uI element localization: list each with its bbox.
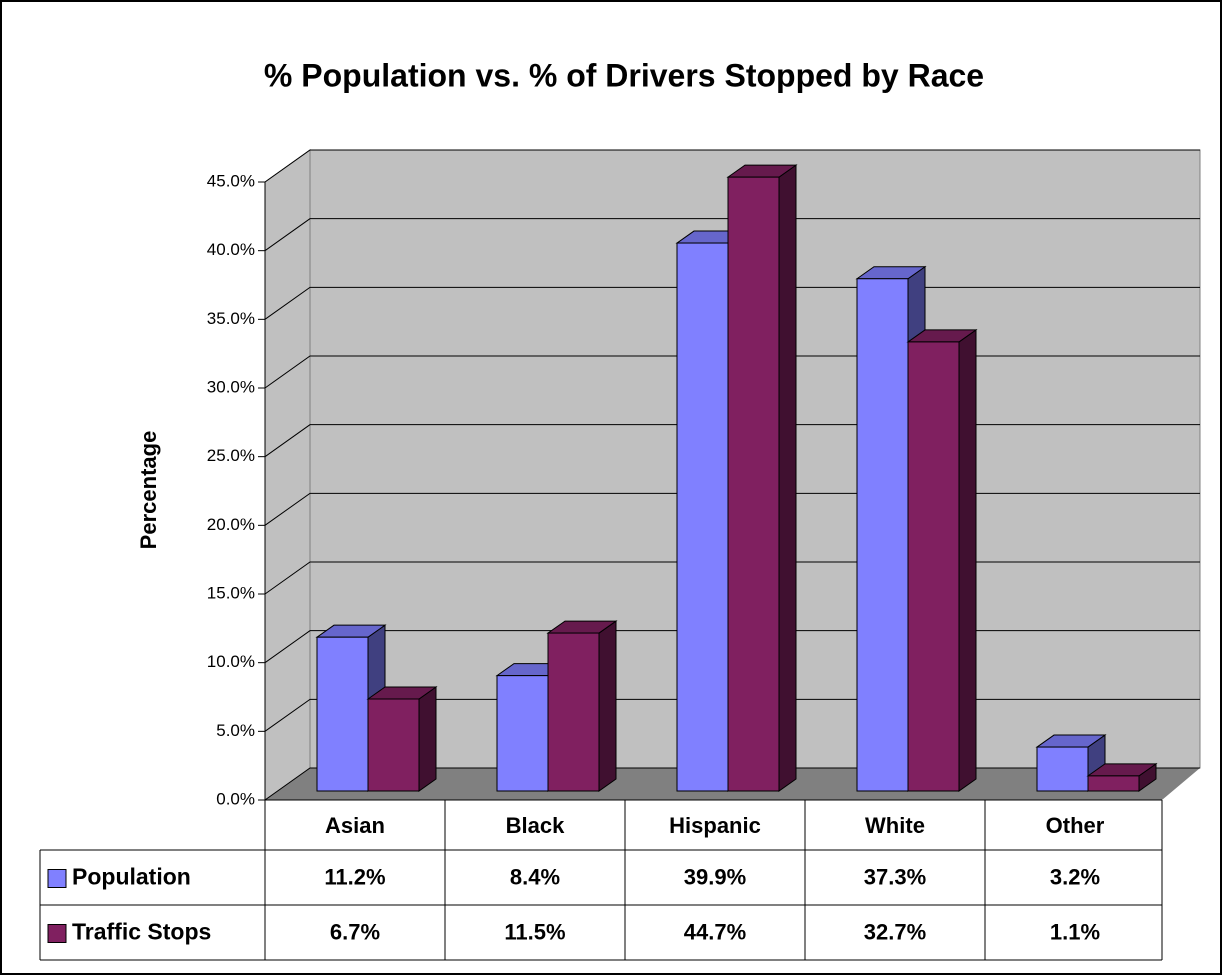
bar-side <box>598 620 617 792</box>
bar <box>547 632 600 792</box>
y-tick-label: 25.0% <box>207 446 255 465</box>
data-label: 3.2% <box>1050 864 1100 889</box>
y-tick-label: 30.0% <box>207 377 255 396</box>
data-label: 39.9% <box>684 864 746 889</box>
chart-title: % Population vs. % of Drivers Stopped by… <box>264 57 984 93</box>
bar <box>496 675 549 792</box>
bar-side <box>778 164 797 792</box>
y-tick-label: 10.0% <box>207 652 255 671</box>
data-label: 8.4% <box>510 864 560 889</box>
side-wall <box>264 149 311 801</box>
y-tick-label: 15.0% <box>207 583 255 602</box>
data-label: 1.1% <box>1050 919 1100 944</box>
data-label: 44.7% <box>684 919 746 944</box>
x-tick-label: White <box>865 813 925 838</box>
bar <box>727 176 780 792</box>
legend-swatch <box>47 869 67 888</box>
bar <box>676 242 729 792</box>
x-tick-label: Hispanic <box>669 813 761 838</box>
x-tick-label: Black <box>506 813 565 838</box>
bar <box>907 341 960 792</box>
data-label: 37.3% <box>864 864 926 889</box>
bar-side <box>418 686 437 792</box>
bar <box>856 278 909 792</box>
grid-line <box>264 218 1200 252</box>
y-tick-label: 45.0% <box>207 171 255 190</box>
bar <box>316 636 369 792</box>
y-tick-label: 0.0% <box>216 789 255 808</box>
data-label: 32.7% <box>864 919 926 944</box>
y-tick-label: 40.0% <box>207 240 255 259</box>
data-label: 11.5% <box>504 919 565 944</box>
y-tick-label: 35.0% <box>207 309 255 328</box>
legend-label: Population <box>72 864 191 890</box>
y-axis-label: Percentage <box>136 431 161 550</box>
x-tick-label: Other <box>1046 813 1105 838</box>
data-label: 11.2% <box>324 864 385 889</box>
y-tick-label: 5.0% <box>216 721 255 740</box>
grid-line <box>264 149 1200 183</box>
bar <box>1087 775 1140 792</box>
bar-side <box>958 328 977 792</box>
y-tick-label: 20.0% <box>207 515 255 534</box>
bar <box>367 698 420 792</box>
data-label: 6.7% <box>330 919 380 944</box>
legend-label: Traffic Stops <box>72 919 211 945</box>
x-tick-label: Asian <box>325 813 385 838</box>
bar <box>1036 746 1089 792</box>
legend-swatch <box>47 924 67 943</box>
